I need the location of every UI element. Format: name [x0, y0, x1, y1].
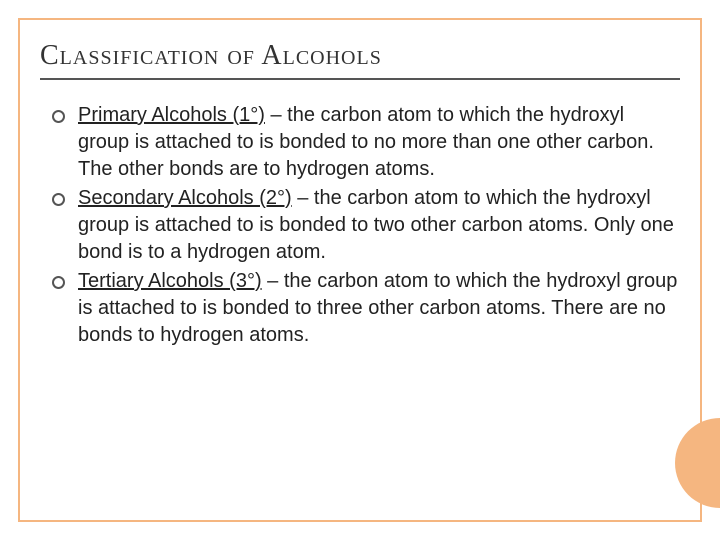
bullet-list: Primary Alcohols (1°) – the carbon atom … [40, 102, 680, 349]
term-label: Tertiary Alcohols (3°) [78, 270, 262, 292]
slide-title: Classification of Alcohols [40, 40, 680, 80]
term-label: Primary Alcohols (1°) [78, 104, 265, 126]
list-item: Primary Alcohols (1°) – the carbon atom … [52, 102, 680, 183]
term-label: Secondary Alcohols (2°) [78, 187, 292, 209]
list-item: Tertiary Alcohols (3°) – the carbon atom… [52, 268, 680, 349]
slide-content: Classification of Alcohols Primary Alcoh… [40, 40, 680, 500]
decorative-circle [675, 418, 720, 508]
list-item: Secondary Alcohols (2°) – the carbon ato… [52, 185, 680, 266]
